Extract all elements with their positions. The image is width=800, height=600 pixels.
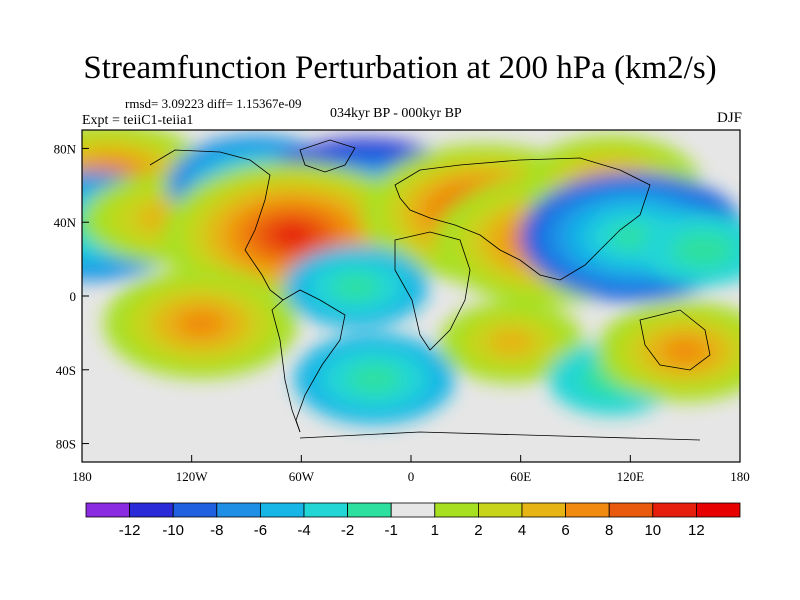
colorbar-label: -2 [341, 522, 354, 539]
field-feature-5-level-5 [270, 222, 314, 248]
y-tick-label: 40N [54, 215, 77, 230]
colorbar-swatch [259, 502, 305, 518]
colorbar-swatch [303, 502, 348, 518]
colorbar-swatch [216, 502, 261, 518]
field-feature-11-level-3 [176, 309, 226, 338]
colorbar-label: -6 [254, 522, 267, 539]
colorbar-label: 1 [431, 522, 439, 539]
x-tick-label: 180 [730, 469, 750, 484]
colorbar: -12 -10 -8 -6 -4 -2 -1 1 2 4 6 8 10 12 [85, 502, 741, 539]
field-feature-10-level-1 [671, 231, 736, 268]
y-tick-label: 80S [56, 437, 76, 452]
colorbar-swatch [129, 502, 174, 518]
period-label: 034kyr BP - 000kyr BP [330, 106, 462, 121]
y-tick-label: 40S [56, 363, 76, 378]
season-label: DJF [716, 110, 742, 126]
coastlines [149, 139, 711, 441]
x-tick-label: 60W [289, 469, 315, 484]
colorbar-label: 6 [561, 522, 569, 539]
x-axis: 180 120W 60W 0 60E 120E 180 [72, 455, 750, 484]
field-feature-14-level-2 [487, 328, 536, 356]
field-feature-12-level-2 [332, 273, 381, 301]
field-feature-13-level-2 [347, 363, 402, 395]
x-tick-label: 0 [408, 469, 415, 484]
colorbar-swatch [652, 502, 697, 518]
colorbar-label: -10 [162, 522, 184, 539]
colorbar-label: 4 [518, 522, 526, 539]
colorbar-swatch [347, 502, 392, 518]
x-tick-label: 180 [72, 469, 92, 484]
colorbar-label: -12 [119, 522, 141, 539]
stats-text: rmsd= 3.09223 diff= 1.15367e-09 [125, 96, 302, 111]
colorbar-label: -1 [385, 522, 398, 539]
field-feature-16-level-3 [663, 338, 708, 364]
y-tick-label: 80N [54, 141, 77, 156]
colorbar-swatch [521, 502, 566, 518]
colorbar-label: -8 [210, 522, 223, 539]
y-axis: 80N 40N 0 40S 80S [54, 141, 89, 452]
colorbar-swatch [172, 502, 218, 518]
map-field [82, 130, 740, 462]
colorbar-label: 2 [474, 522, 482, 539]
colorbar-swatch [434, 502, 479, 518]
x-tick-label: 120W [176, 469, 209, 484]
colorbar-label: 10 [644, 522, 661, 539]
colorbar-label: 12 [688, 522, 705, 539]
colorbar-swatch [85, 502, 130, 518]
plot-title: Streamfunction Perturbation at 200 hPa (… [83, 50, 717, 86]
colorbar-swatch [565, 502, 610, 518]
colorbar-swatch [477, 502, 523, 518]
colorbar-label: 8 [605, 522, 613, 539]
x-tick-label: 120E [617, 469, 645, 484]
colorbar-swatch [608, 502, 654, 518]
experiment-label: Expt = teiiC1-teiia1 [82, 113, 194, 128]
x-tick-label: 60E [510, 469, 531, 484]
colorbar-label: -4 [297, 522, 310, 539]
y-tick-label: 0 [70, 289, 77, 304]
colorbar-swatch [390, 502, 436, 518]
colorbar-swatch [696, 502, 741, 518]
